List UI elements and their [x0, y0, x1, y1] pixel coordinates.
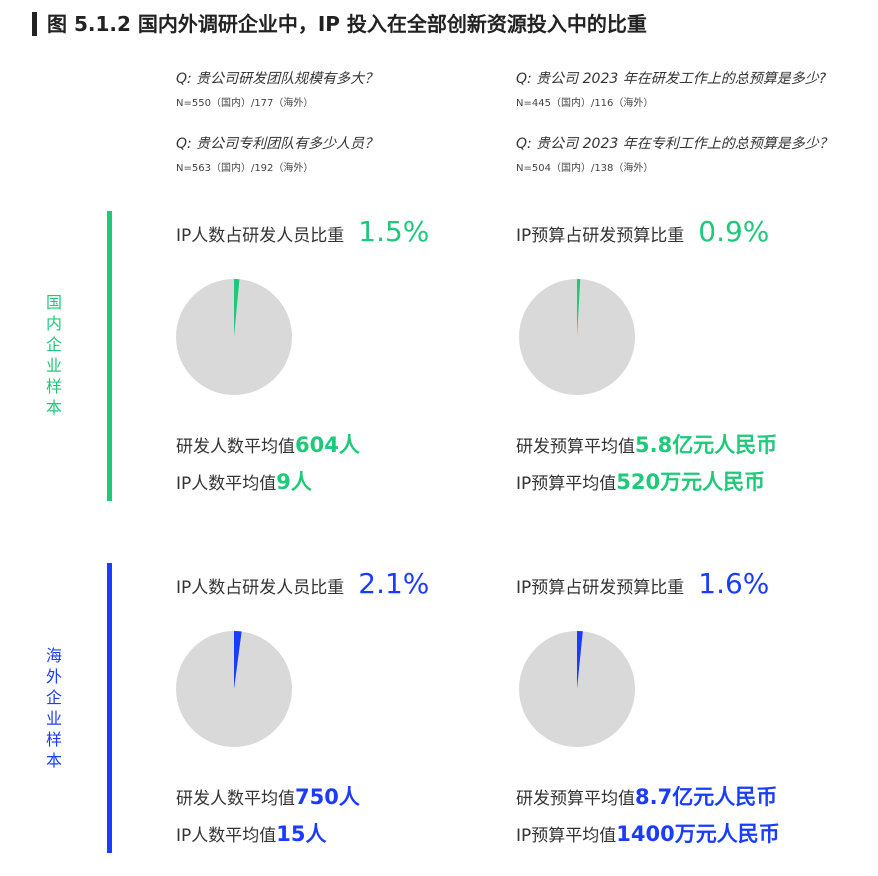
pie-title-row: IP人数占研发人员比重 1.5%: [176, 215, 429, 248]
pie-title: IP预算占研发预算比重: [516, 226, 685, 246]
pie-slice-ip: [234, 631, 242, 689]
pie-value-label: 1.6%: [698, 567, 770, 600]
pie-slice-rest: [176, 631, 292, 747]
pie-title: IP人数占研发人员比重: [176, 226, 345, 246]
avg-line-2: IP人数平均值15人: [176, 822, 327, 846]
question-3: Q: 贵公司专利团队有多少人员？ N=563（国内）/192（海外）: [176, 136, 379, 174]
avg-line-1: 研发人数平均值750人: [176, 785, 360, 809]
avg-line-2: IP人数平均值9人: [176, 470, 312, 494]
pie-value-label: 0.9%: [698, 215, 770, 248]
avg-line-1: 研发人数平均值604人: [176, 433, 360, 457]
pie-slice-rest: [519, 631, 635, 747]
pie-title-row: IP预算占研发预算比重 1.6%: [516, 567, 769, 600]
page-title: 图 5.1.2 国内外调研企业中，IP 投入在全部创新资源投入中的比重: [32, 12, 647, 36]
pie-title: IP预算占研发预算比重: [516, 578, 685, 598]
pie-value-label: 2.1%: [358, 567, 430, 600]
avg-line-2: IP预算平均值520万元人民币: [516, 470, 766, 494]
pie-title-row: IP人数占研发人员比重 2.1%: [176, 567, 429, 600]
domestic-bar: [107, 211, 112, 501]
overseas-bar: [107, 563, 112, 853]
question-1: Q: 贵公司研发团队规模有多大？ N=550（国内）/177（海外）: [176, 71, 379, 109]
pie-slice-rest: [519, 279, 635, 395]
pie-value-label: 1.5%: [358, 215, 430, 248]
question-2: Q: 贵公司 2023 年在研发工作上的总预算是多少? N=445（国内）/116…: [516, 71, 827, 109]
pie-title-row: IP预算占研发预算比重 0.9%: [516, 215, 769, 248]
pie-slice-rest: [176, 279, 292, 395]
question-4: Q: 贵公司 2023 年在专利工作上的总预算是多少？ N=504（国内）/138…: [516, 136, 833, 174]
pie-slice-ip: [577, 631, 583, 689]
avg-line-1: 研发预算平均值8.7亿元人民币: [516, 785, 778, 809]
avg-line-1: 研发预算平均值5.8亿元人民币: [516, 433, 778, 457]
overseas-group-label: 海外企业样本: [45, 646, 62, 770]
avg-line-2: IP预算平均值1400万元人民币: [516, 822, 780, 846]
domestic-group-label: 国内企业样本: [45, 293, 62, 417]
pie-slice-ip: [234, 279, 240, 337]
pie-slice-ip: [577, 279, 581, 337]
pie-title: IP人数占研发人员比重: [176, 578, 345, 598]
